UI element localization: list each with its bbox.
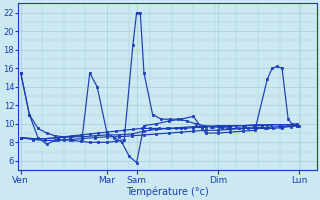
X-axis label: Température (°c): Température (°c) [126, 186, 209, 197]
